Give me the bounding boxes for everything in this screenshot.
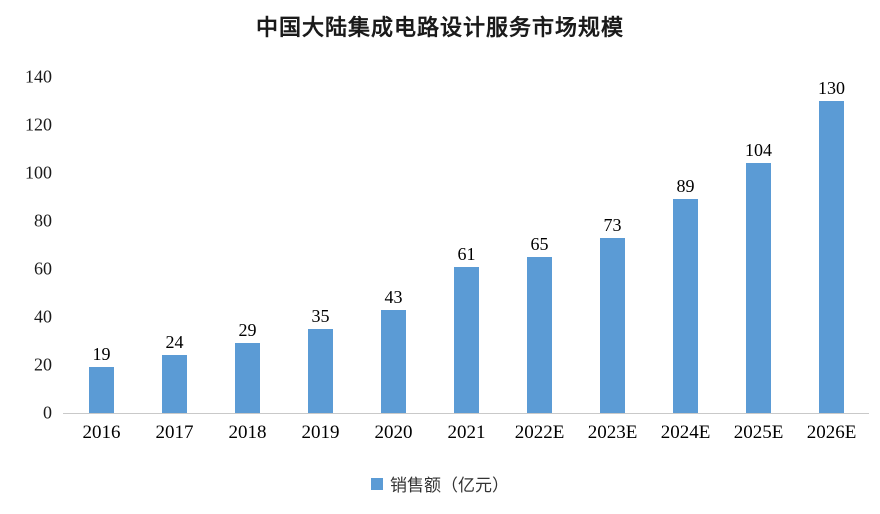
bar-column-2022E: 65 (503, 77, 576, 413)
bar-2023E (600, 237, 625, 413)
bar-value-label: 35 (311, 306, 330, 326)
bar-value-label: 104 (745, 140, 772, 161)
y-tick-label: 60 (34, 258, 52, 279)
plot-area: 19 24 29 35 43 61 65 73 89 104 130 (65, 77, 868, 413)
bar-2017 (162, 355, 187, 413)
legend: 销售额（亿元） (0, 471, 880, 496)
y-tick-label: 100 (25, 162, 52, 183)
x-tick-label-2026E: 2026E (806, 422, 857, 443)
bar-column-2018: 29 (211, 77, 284, 413)
y-tick-label: 80 (34, 210, 52, 231)
y-tick-label: 140 (25, 66, 52, 87)
y-tick-label: 120 (25, 114, 52, 135)
x-tick-label-2019: 2019 (301, 422, 340, 443)
bar-value-label: 19 (92, 344, 111, 365)
y-axis: 0 20 40 60 80 100 120 140 (0, 67, 52, 423)
x-tick-label-2023E: 2023E (587, 422, 638, 443)
x-axis-labels: 2016 2017 2018 2019 2020 2021 2022E 2023E 2024E 2… (65, 422, 868, 444)
bar-column-2021: 61 (430, 77, 503, 413)
bar-value-label: 73 (603, 214, 622, 235)
bar-2020 (381, 309, 406, 413)
bar-column-2026E: 130 (795, 77, 868, 413)
bar-value-label: 43 (384, 286, 403, 307)
x-tick-label-2016: 2016 (82, 422, 121, 443)
bar-value-label: 89 (676, 176, 695, 197)
y-tick-label: 20 (34, 354, 52, 375)
bar-column-2024E: 89 (649, 77, 722, 413)
bar-2024E (673, 199, 698, 413)
bar-value-label: 61 (457, 243, 476, 264)
legend-label: 销售额（亿元） (390, 476, 509, 495)
x-tick-label-2024E: 2024E (660, 422, 711, 443)
x-tick-label-2025E: 2025E (733, 422, 784, 443)
legend-swatch-icon (371, 477, 383, 490)
y-tick-label: 0 (43, 402, 52, 423)
bar-value-label: 24 (165, 332, 184, 353)
bar-column-2023E: 73 (576, 77, 649, 413)
bar-2019 (308, 329, 333, 413)
y-tick-label: 40 (34, 306, 52, 327)
bar-value-label: 130 (818, 78, 845, 98)
bar-column-2016: 19 (65, 77, 138, 413)
chart-title: 中国大陆集成电路设计服务市场规模 (255, 15, 624, 40)
bar-value-label: 29 (238, 320, 257, 341)
bar-column-2025E: 104 (722, 77, 795, 413)
bar-2016 (89, 367, 114, 413)
x-tick-label-2022E: 2022E (514, 422, 565, 443)
bar-2022E (527, 257, 552, 413)
bar-2018 (235, 343, 260, 413)
bar-column-2019: 35 (284, 77, 357, 413)
bar-column-2017: 24 (138, 77, 211, 413)
bar-column-2020: 43 (357, 77, 430, 413)
x-axis-line (63, 413, 869, 414)
bar-2025E (746, 163, 771, 413)
bar-2021 (454, 266, 479, 413)
x-tick-label-2017: 2017 (155, 422, 194, 443)
x-tick-label-2020: 2020 (374, 422, 413, 443)
bar-2026E (819, 101, 844, 413)
bar-value-label: 65 (530, 234, 549, 254)
x-tick-label-2021: 2021 (447, 422, 486, 443)
x-tick-label-2018: 2018 (228, 422, 267, 443)
